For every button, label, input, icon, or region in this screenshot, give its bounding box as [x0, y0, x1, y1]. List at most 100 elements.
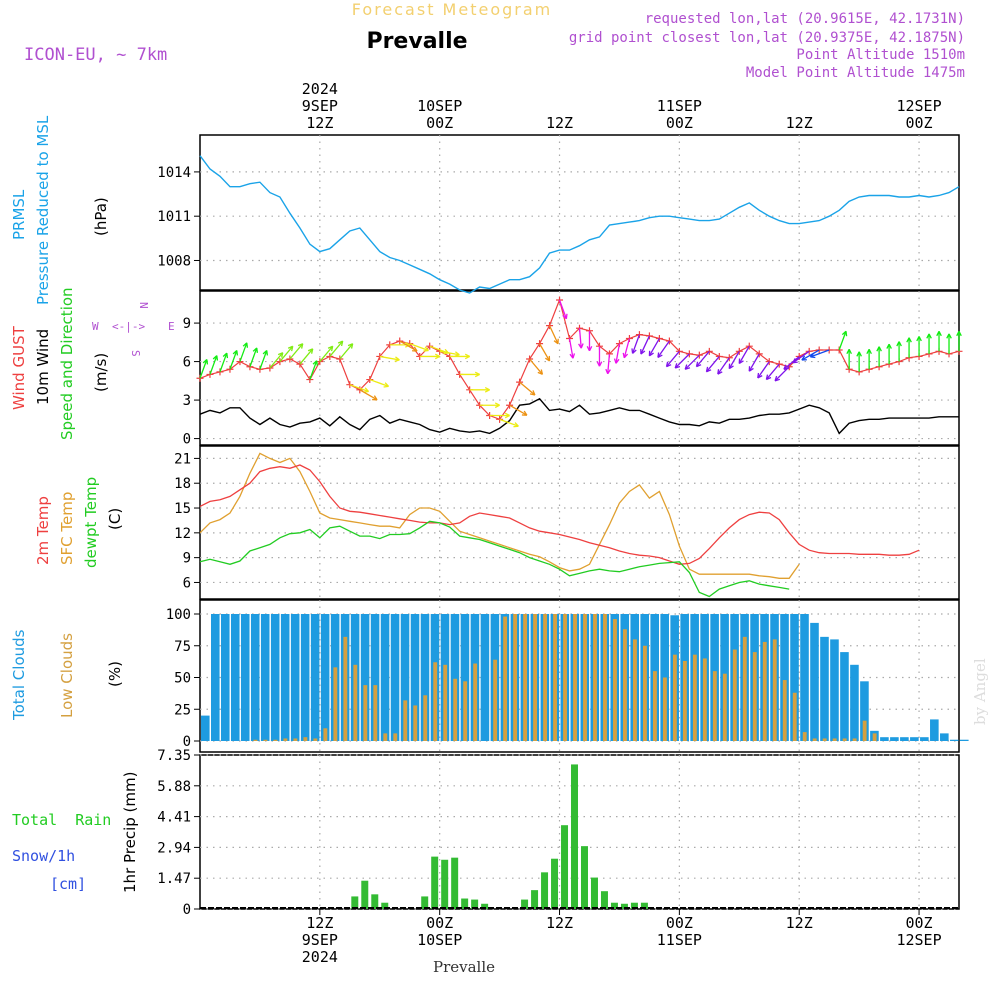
total-clouds-bar — [400, 614, 410, 741]
wind-direction-arrow — [259, 350, 268, 370]
wind-direction-arrow — [801, 349, 820, 361]
wind-direction-arrow — [499, 418, 519, 427]
low-clouds-bar — [573, 614, 577, 741]
low-clouds-bar — [633, 639, 637, 741]
wind-direction-arrow — [757, 361, 770, 379]
wind-arrow-head — [521, 410, 528, 416]
wind-arrow-head — [705, 366, 712, 373]
wind-arrow-head — [578, 343, 584, 349]
y-tick-label-wind: 3 — [183, 393, 191, 409]
low-clouds-bar — [363, 685, 368, 741]
y-tick-label-temp: 18 — [174, 476, 191, 492]
rain-bar — [361, 880, 369, 909]
wind-direction-arrow — [199, 359, 208, 379]
panel-frame-precip — [199, 754, 960, 910]
gust-marker — [546, 322, 554, 330]
top-time-label: 00Z — [666, 114, 693, 132]
wind-direction-arrow — [558, 299, 567, 319]
wind-direction-arrow — [615, 343, 621, 364]
total-clouds-bar — [480, 614, 490, 741]
total-clouds-bar — [960, 739, 969, 741]
bottom-time-label: 9SEP — [302, 931, 338, 949]
low-clouds-bar — [642, 645, 647, 741]
gust-marker — [775, 360, 783, 368]
y-tick-label-temp: 12 — [174, 526, 191, 542]
compass-s: S — [129, 350, 142, 357]
wind-direction-arrow — [657, 340, 670, 358]
rain-bar — [431, 856, 439, 909]
wind-arrow-head — [347, 343, 354, 349]
station-title: Prevalle — [366, 29, 467, 54]
wind-arrow-head — [896, 341, 902, 347]
bottom-time-label: 00Z — [906, 914, 933, 932]
low-clouds-bar — [782, 680, 787, 741]
wind-direction-arrow — [648, 338, 660, 357]
total-clouds-bar — [920, 737, 929, 741]
wind-direction-arrow — [319, 345, 334, 363]
y-tick-label-precip: 1.47 — [157, 871, 191, 887]
model-label: ICON-EU, ~ 7km — [24, 45, 167, 65]
wind-arrow-head — [372, 395, 378, 401]
top-time-label: 12SEP — [896, 97, 941, 115]
low-clouds-bar — [493, 659, 498, 741]
credit: by Angel — [971, 658, 989, 725]
gust-marker — [296, 360, 304, 368]
wind-direction-arrow — [439, 350, 460, 356]
rain-bar — [471, 899, 479, 909]
wind-arrow-head — [529, 390, 536, 396]
y-tick-label-temp: 9 — [183, 551, 191, 567]
wind-arrow-head — [537, 369, 544, 375]
wind-arrow-head — [665, 361, 672, 368]
low-clouds-label: Low Clouds — [58, 633, 76, 718]
wind-direction-arrow — [728, 350, 740, 369]
wind-direction-arrow — [359, 389, 378, 401]
top-time-label: 12Z — [546, 114, 573, 132]
wind-arrow-head — [792, 358, 798, 364]
y-tick-label-wind: 9 — [183, 316, 191, 332]
bottom-time-label: 00Z — [666, 914, 693, 932]
total-clouds-bar — [800, 614, 809, 741]
wind-arrow-head — [252, 347, 259, 353]
rain-bar — [640, 902, 648, 909]
wind-direction-arrow — [607, 353, 611, 374]
wind-arrow-head — [657, 352, 663, 359]
gust-marker — [725, 354, 733, 362]
total-clouds-bar — [830, 639, 839, 741]
wind-arrow-head — [774, 375, 781, 382]
wind-arrow-head — [886, 343, 892, 349]
wind-arrow-head — [605, 368, 611, 375]
snow-unit-label: [cm] — [50, 875, 86, 893]
low-clouds-bar — [563, 614, 567, 741]
wind-gust-label: Wind GUST — [10, 325, 28, 410]
total-clouds-bar — [201, 715, 210, 741]
low-clouds-bar — [762, 641, 767, 741]
low-clouds-bar — [313, 738, 318, 741]
low-clouds-bar — [273, 739, 278, 741]
total-clouds-bar — [390, 614, 400, 741]
low-clouds-bar — [453, 678, 458, 741]
rain-bar — [610, 902, 618, 909]
compass-axis: <-|-> — [112, 320, 145, 333]
low-clouds-bar — [603, 614, 607, 741]
wind-arrow-head — [586, 346, 593, 352]
wind-arrow-head — [809, 352, 816, 359]
low-clouds-bar — [413, 705, 418, 741]
low-clouds-bar — [303, 737, 308, 741]
low-clouds-bar — [293, 738, 298, 741]
low-clouds-bar — [383, 733, 388, 741]
y-tick-label-precip: 5.88 — [157, 779, 191, 795]
y-tick-label-temp: 6 — [183, 575, 191, 591]
y-tick-label-temp: 15 — [174, 501, 191, 517]
dewpoint-line — [199, 520, 790, 598]
y-tick-label-clouds: 25 — [174, 702, 191, 718]
bottom-time-label: 12Z — [306, 914, 333, 932]
wind-arrow-head — [846, 348, 852, 355]
wind-arrow-head — [327, 345, 334, 352]
wind-arrow-head — [801, 355, 807, 361]
pressure-unit: (hPa) — [92, 197, 110, 236]
rain-bar — [351, 896, 359, 909]
low-clouds-bar — [253, 739, 258, 741]
wind-arrow-head — [474, 371, 480, 378]
temp-2m-label: 2m Temp — [34, 496, 52, 565]
